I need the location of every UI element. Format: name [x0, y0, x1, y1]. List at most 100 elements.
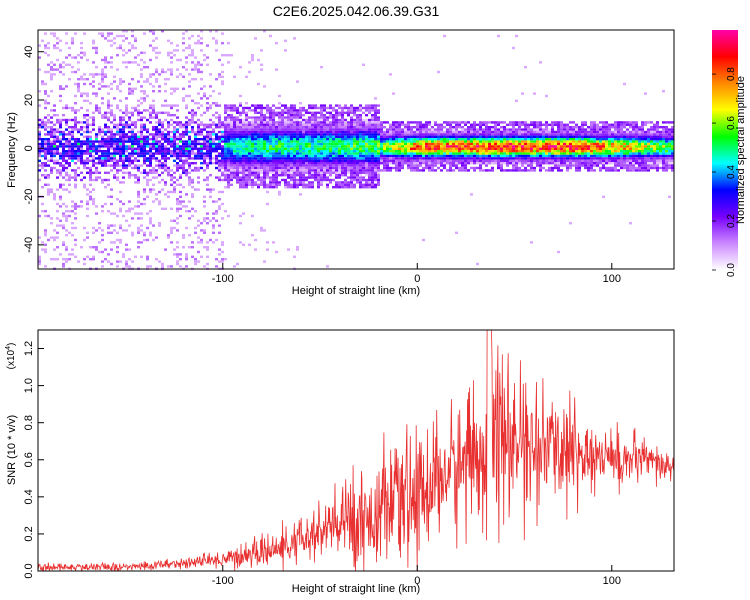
spectrogram-cell: [383, 126, 386, 129]
spectrogram-cell: [134, 133, 137, 136]
spectrogram-cell: [377, 183, 380, 186]
spectrogram-cell: [326, 159, 329, 162]
spectrogram-cell: [377, 174, 380, 177]
spectrogram-cell: [113, 212, 116, 215]
spectrogram-cell: [251, 150, 254, 153]
spectrogram-cell: [272, 181, 275, 184]
spectrogram-cell: [95, 92, 98, 95]
spectrogram-cell: [143, 126, 146, 129]
spectrogram-cell: [215, 78, 218, 81]
spectrogram-cell: [302, 154, 305, 158]
spectrogram-cell: [50, 109, 53, 112]
spectrogram-cell: [464, 169, 467, 172]
spectrogram-cell: [530, 162, 533, 165]
spectrogram-cell: [308, 128, 311, 131]
spectrogram-cell: [179, 154, 182, 158]
spectrogram-cell: [164, 162, 167, 165]
spectrogram-cell: [80, 94, 83, 98]
spectrogram-cell: [257, 133, 260, 136]
spectrogram-cell: [122, 116, 125, 119]
spectrogram-cell: [218, 140, 221, 143]
spectrogram-cell: [95, 51, 98, 54]
spectrogram-cell: [287, 183, 290, 186]
spectrogram-cell: [326, 152, 329, 155]
spectrogram-cell: [395, 138, 398, 141]
spectrogram-cell: [443, 157, 446, 160]
spectrogram-cell: [515, 166, 518, 170]
spectrogram-cell: [356, 171, 359, 174]
spectrogram-cell: [377, 135, 380, 138]
spectrogram-cell: [173, 130, 176, 134]
spectrogram-cell: [299, 178, 302, 182]
spectrogram-cell: [554, 142, 557, 146]
spectrogram-cell: [542, 123, 545, 126]
spectrogram-cell: [218, 152, 221, 155]
spectrogram-cell: [296, 162, 299, 165]
spectrogram-cell: [365, 150, 368, 153]
spectrogram-cell: [257, 106, 260, 110]
spectrogram-cell: [44, 248, 47, 251]
spectrogram-cell: [266, 118, 269, 122]
spectrogram-cell: [545, 157, 548, 160]
spectrogram-cell: [527, 145, 530, 148]
spectrogram-cell: [62, 265, 65, 268]
spectrogram-cell: [44, 123, 47, 126]
spectrogram-cell: [248, 150, 251, 153]
spectrogram-cell: [410, 169, 413, 172]
spectrogram-cell: [131, 162, 134, 165]
spectrogram-cell: [332, 128, 335, 131]
spectrogram-cell: [161, 142, 164, 146]
spectrogram-cell: [86, 99, 89, 102]
spectrogram-cell: [353, 174, 356, 177]
spectrogram-cell: [53, 258, 56, 261]
spectrogram-cell: [155, 159, 158, 162]
spectrogram-cell: [377, 126, 380, 129]
spectrogram-cell: [185, 205, 188, 208]
spectrogram-cell: [41, 174, 44, 177]
spectrogram-cell: [68, 210, 71, 213]
spectrogram-cell: [488, 135, 491, 138]
spectrogram-cell: [506, 169, 509, 172]
spectrogram-cell: [344, 145, 347, 148]
spectrogram-cell: [140, 118, 143, 122]
spectrogram-cell: [263, 150, 266, 153]
spectrogram-cell: [149, 234, 152, 237]
spectrogram-cell: [521, 140, 524, 143]
spectrogram-cell: [380, 140, 383, 143]
spectrogram-cell: [173, 142, 176, 146]
spectrogram-cell: [293, 140, 296, 143]
spectrogram-cell: [302, 130, 305, 134]
spectrogram-cell: [539, 169, 542, 172]
spectrogram-cell: [284, 166, 287, 170]
spectrogram-cell: [155, 37, 158, 40]
spectrogram-cell: [335, 118, 338, 122]
spectrogram-cell: [152, 106, 155, 110]
spectrogram-cell: [230, 147, 233, 150]
spectrogram-cell: [236, 181, 239, 184]
spectrogram-cell: [377, 152, 380, 155]
spectrogram-cell: [185, 142, 188, 146]
spectrogram-cell: [290, 176, 293, 179]
spectrogram-cell: [398, 121, 401, 124]
spectrogram-cell: [206, 130, 209, 134]
spectrogram-cell: [101, 205, 104, 208]
spectrogram-cell: [536, 150, 539, 153]
spectrogram-cell: [104, 152, 107, 155]
spectrogram-cell: [113, 135, 116, 138]
spectrogram-cell: [452, 142, 455, 146]
spectrogram-cell: [257, 157, 260, 160]
spectrogram-cell: [266, 142, 269, 146]
spectrogram-cell: [560, 169, 563, 172]
spectrogram-cell: [335, 147, 338, 150]
spectrogram-cell: [101, 97, 104, 100]
spectrogram-cell: [362, 142, 365, 146]
spectrogram-cell: [308, 104, 311, 107]
spectrogram-cell: [191, 140, 194, 143]
spectrogram-cell: [68, 147, 71, 150]
spectrogram-cell: [560, 142, 563, 146]
spectrogram-cell: [131, 111, 134, 114]
spectrogram-cell: [332, 138, 335, 141]
spectrogram-cell: [365, 104, 368, 107]
spectrogram-cell: [137, 166, 140, 170]
spectrogram-cell: [329, 159, 332, 162]
